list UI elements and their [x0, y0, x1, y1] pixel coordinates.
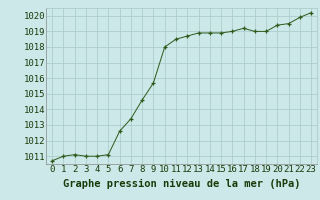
X-axis label: Graphe pression niveau de la mer (hPa): Graphe pression niveau de la mer (hPa) — [63, 179, 300, 189]
